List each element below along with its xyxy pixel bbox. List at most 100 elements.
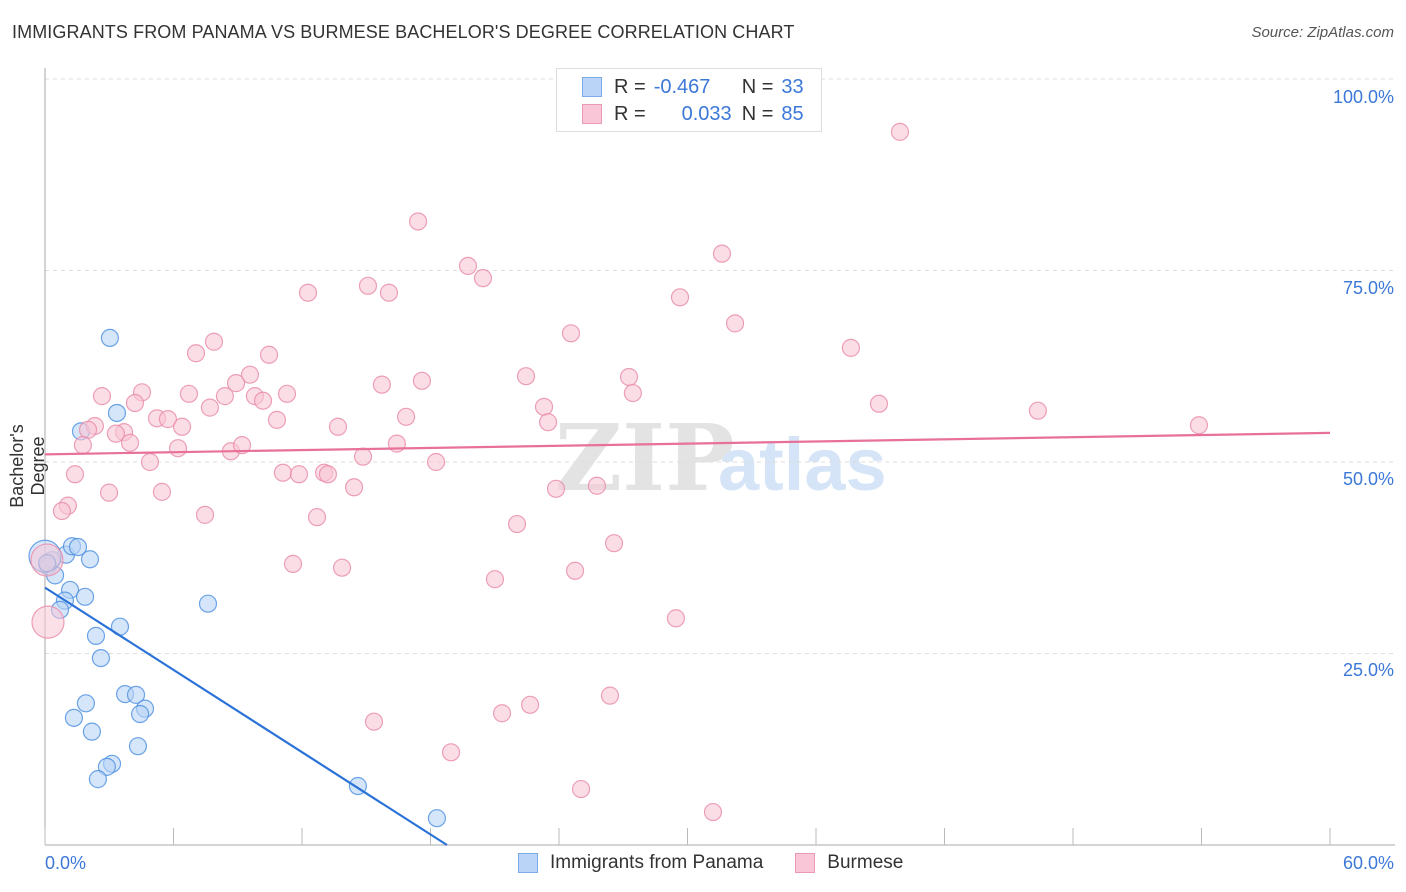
- burmese-point: [561, 324, 581, 343]
- legend-swatch-blue: [582, 77, 602, 97]
- r-value: -0.467: [653, 75, 711, 98]
- burmese-point: [565, 561, 585, 580]
- burmese-point: [204, 332, 224, 351]
- burmese-point: [516, 367, 536, 386]
- r-value: 0.033: [681, 102, 732, 125]
- burmese-point: [703, 802, 723, 822]
- burmese-point: [277, 384, 297, 403]
- y-tick-label-75: 75.0%: [1342, 278, 1394, 298]
- burmese-point: [232, 436, 252, 455]
- burmese-point: [179, 384, 199, 403]
- y-tick-label-100: 100.0%: [1332, 87, 1394, 107]
- n-value: 33: [781, 75, 804, 98]
- panama-point: [128, 737, 148, 756]
- panama-point: [64, 708, 84, 727]
- panama-point: [82, 722, 102, 741]
- panama-trend-line: [44, 586, 448, 846]
- n-label: N =: [741, 75, 774, 98]
- legend-label: Burmese: [827, 852, 904, 873]
- burmese-point: [215, 387, 234, 406]
- burmese-point: [619, 367, 639, 387]
- burmese-point: [538, 413, 558, 432]
- burmese-point: [328, 417, 348, 436]
- panama-point: [88, 770, 107, 789]
- burmese-point: [168, 439, 188, 458]
- chart-title: IMMIGRANTS FROM PANAMA VS BURMESE BACHEL…: [12, 22, 795, 42]
- burmese-point: [546, 479, 566, 498]
- burmese-point: [73, 436, 93, 455]
- legend-row-burmese: R = 0.033 N = 85: [582, 102, 804, 126]
- burmese-point: [65, 465, 85, 484]
- panama-point: [198, 594, 218, 613]
- burmese-point: [725, 314, 745, 333]
- svg-text:atlas: atlas: [718, 423, 887, 506]
- n-label: N =: [741, 102, 774, 125]
- burmese-point: [172, 417, 192, 436]
- burmese-point: [120, 433, 140, 452]
- panama-point: [130, 704, 150, 724]
- burmese-point: [534, 397, 554, 416]
- panama-point: [97, 757, 116, 776]
- legend-swatch-pink: [582, 104, 602, 124]
- n-value: 85: [781, 102, 804, 125]
- burmese-point: [240, 365, 260, 384]
- burmese-point: [106, 424, 125, 443]
- burmese-point: [396, 407, 416, 426]
- panama-point: [75, 587, 95, 606]
- burmese-point: [99, 483, 119, 502]
- y-tick-label-50: 50.0%: [1342, 469, 1394, 489]
- burmese-point: [30, 543, 64, 577]
- r-label: R =: [614, 75, 646, 98]
- burmese-point: [358, 276, 378, 295]
- burmese-point: [666, 609, 686, 628]
- panama-point: [107, 403, 127, 423]
- burmese-point: [186, 344, 206, 363]
- panama-point: [427, 809, 447, 828]
- burmese-point: [507, 514, 527, 534]
- legend-item-panama[interactable]: Immigrants from Panama: [518, 852, 763, 874]
- burmese-point: [253, 391, 273, 410]
- burmese-point: [140, 452, 160, 472]
- burmese-point: [353, 447, 373, 466]
- y-tick-label-25: 25.0%: [1342, 660, 1394, 680]
- burmese-point: [158, 410, 178, 429]
- burmese-point: [408, 212, 428, 231]
- burmese-point: [92, 387, 112, 406]
- burmese-point: [441, 743, 461, 762]
- burmese-point: [52, 501, 72, 521]
- burmese-point: [890, 122, 910, 141]
- burmese-point: [712, 244, 732, 263]
- burmese-point: [307, 508, 327, 527]
- panama-point: [91, 648, 110, 668]
- burmese-point: [587, 476, 607, 495]
- burmese-point: [289, 465, 309, 484]
- legend-label: Immigrants from Panama: [550, 852, 764, 873]
- burmese-point: [78, 420, 98, 439]
- burmese-point: [379, 283, 399, 302]
- legend-item-burmese[interactable]: Burmese: [795, 852, 903, 874]
- burmese-point: [623, 383, 642, 403]
- legend-swatch-blue: [518, 853, 538, 873]
- burmese-point: [298, 283, 318, 302]
- panama-point: [86, 626, 106, 645]
- burmese-point: [869, 394, 889, 413]
- source-label: Source: ZipAtlas.com: [1251, 24, 1394, 41]
- burmese-point: [195, 505, 215, 524]
- burmese-point: [267, 410, 287, 429]
- y-axis-label: Bachelor's Degree: [7, 424, 48, 508]
- legend-row-panama: R = -0.467 N = 33: [582, 75, 804, 99]
- panama-point: [80, 550, 100, 569]
- x-tick-label-min: 0.0%: [45, 853, 87, 873]
- burmese-point: [520, 695, 540, 714]
- burmese-point: [364, 712, 384, 731]
- burmese-point: [670, 288, 690, 307]
- burmese-point: [125, 393, 145, 413]
- burmese-point: [1189, 416, 1209, 435]
- panama-point: [126, 685, 146, 704]
- watermark: ZIP atlas: [555, 404, 887, 512]
- burmese-point: [226, 374, 246, 393]
- burmese-point: [426, 452, 446, 472]
- burmese-point: [571, 779, 591, 799]
- burmese-point: [283, 554, 303, 573]
